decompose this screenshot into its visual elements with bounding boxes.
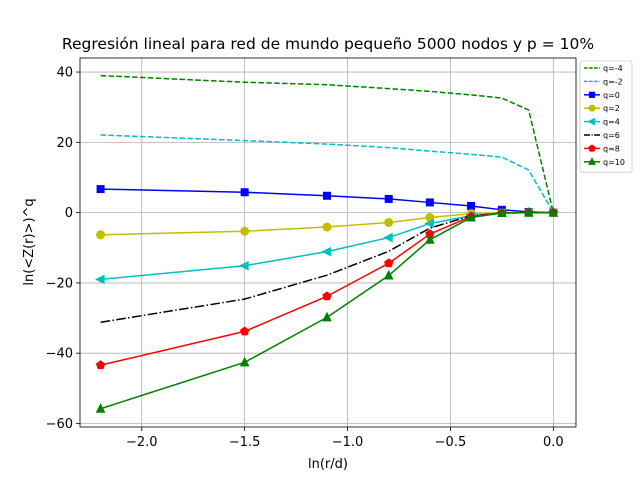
data-point <box>383 232 393 243</box>
data-point <box>96 230 106 240</box>
data-point <box>239 326 250 336</box>
y-tick-label: −40 <box>46 347 73 362</box>
series-line <box>100 74 555 213</box>
data-point <box>95 360 106 370</box>
legend-label: q=4 <box>603 118 620 127</box>
legend-marker <box>588 104 596 112</box>
legend-label: q=-4 <box>603 64 623 73</box>
x-axis-label: ln(r/d) <box>308 457 348 472</box>
legend-marker <box>588 157 596 165</box>
chart-title: Regresión lineal para red de mundo peque… <box>62 35 594 53</box>
series-q=-4 <box>100 74 555 213</box>
legend-marker <box>588 91 596 98</box>
y-tick-label: 0 <box>65 206 73 221</box>
axes-frame <box>79 57 577 428</box>
data-point <box>239 356 250 367</box>
data-point <box>383 269 394 280</box>
legend-label: q=10 <box>603 158 625 167</box>
x-tick-label: −1.5 <box>229 435 261 450</box>
data-point <box>96 185 105 194</box>
y-tick-label: 20 <box>56 136 73 151</box>
data-point <box>95 403 106 413</box>
data-point <box>240 226 250 236</box>
legend-label: q=0 <box>603 91 620 100</box>
legend-label: q=-2 <box>603 77 623 86</box>
data-point <box>322 222 332 232</box>
y-tick-label: −20 <box>46 276 73 291</box>
data-point <box>384 217 394 227</box>
legend-label: q=2 <box>603 104 620 113</box>
data-point <box>466 211 476 222</box>
data-point <box>384 194 393 203</box>
y-tick-label: 40 <box>56 66 73 81</box>
x-tick-label: −0.5 <box>435 435 467 450</box>
data-point <box>239 260 249 271</box>
y-axis-label: ln(<Z(r)>)^q <box>22 198 37 285</box>
legend-label: q=6 <box>603 131 620 140</box>
legend-marker <box>588 144 596 152</box>
data-point <box>424 218 434 229</box>
data-point <box>94 274 105 285</box>
data-point <box>548 207 559 217</box>
legend: q=-4 q=-2 q=0 q=2 q=4 q=6 q=8 q=10 <box>579 60 633 173</box>
data-point <box>322 191 331 200</box>
x-tick-label: 0.0 <box>543 435 564 450</box>
data-point <box>240 188 249 197</box>
legend-box <box>579 60 633 173</box>
data-point <box>497 207 507 217</box>
data-point <box>523 207 534 217</box>
data-point <box>322 291 332 301</box>
legend-label: q=8 <box>603 144 620 153</box>
legend-marker <box>587 117 596 126</box>
data-point <box>425 234 435 244</box>
data-point <box>322 311 332 322</box>
data-point <box>425 198 434 207</box>
series-line <box>100 134 555 214</box>
series-q=10 <box>95 207 559 413</box>
x-tick-label: −2.0 <box>126 435 158 450</box>
data-point <box>384 258 394 268</box>
series-q=-2 <box>100 134 555 214</box>
y-tick-label: −60 <box>46 417 73 432</box>
data-point <box>467 201 476 210</box>
data-point <box>321 246 331 257</box>
x-tick-label: −1.0 <box>332 435 364 450</box>
